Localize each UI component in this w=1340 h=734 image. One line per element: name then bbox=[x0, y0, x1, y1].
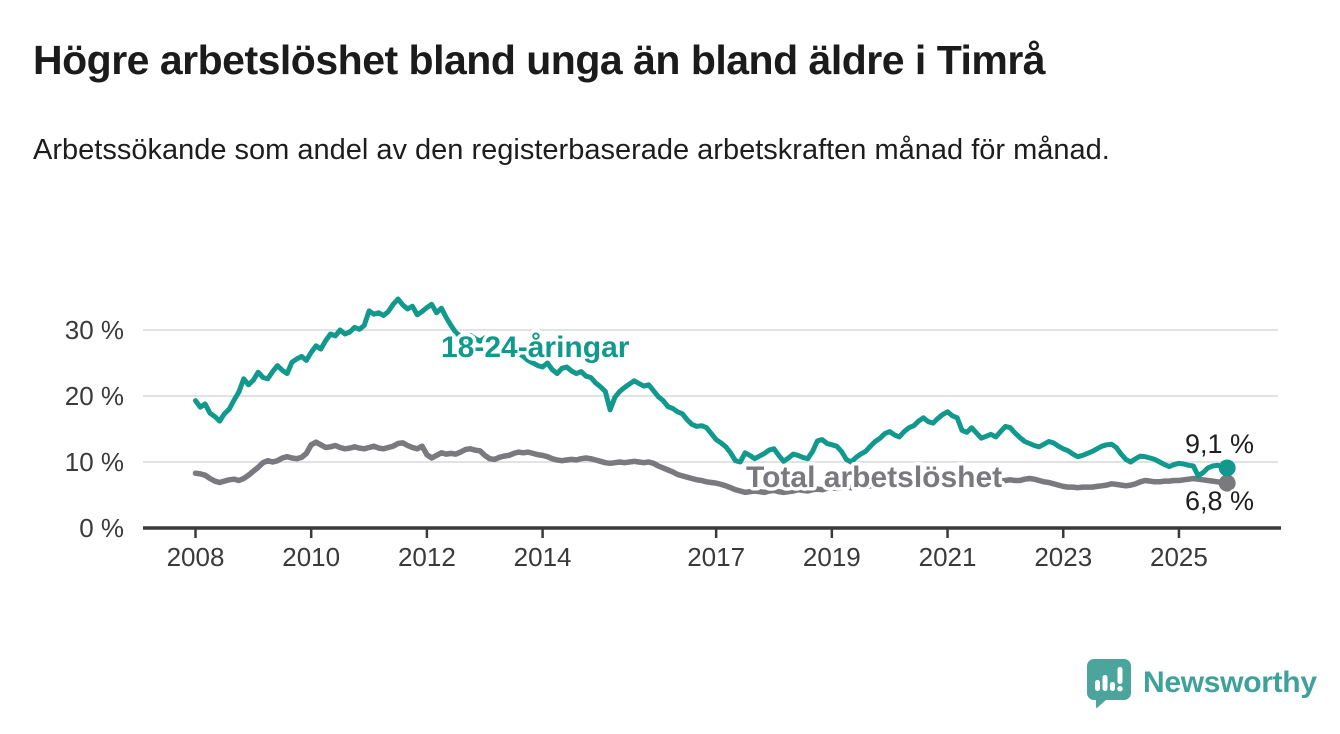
line-young-18-24 bbox=[193, 296, 1230, 479]
x-tick-label: 2025 bbox=[1150, 542, 1208, 572]
y-axis-labels: 0 % 10 % 20 % 30 % bbox=[65, 315, 124, 543]
unemployment-line-chart: 0 % 10 % 20 % 30 % 2008 2010 2012 2014 2017 2019… bbox=[65, 296, 1281, 572]
x-tick-label: 2012 bbox=[398, 542, 456, 572]
x-tick-label: 2019 bbox=[803, 542, 861, 572]
chart-labels: 18-24-åringar Total arbetslöshet 9,1 % 6… bbox=[438, 328, 1257, 519]
grid-lines bbox=[143, 329, 1278, 463]
newsworthy-wordmark: Newsworthy bbox=[1143, 666, 1317, 699]
x-tick-label: 2008 bbox=[167, 542, 225, 572]
y-tick-label: 30 % bbox=[65, 315, 124, 345]
series-label-young: 18-24-åringar bbox=[441, 331, 630, 364]
newsworthy-logo: Newsworthy bbox=[1086, 658, 1317, 708]
newsworthy-chart-bubble-icon bbox=[1087, 659, 1131, 708]
y-tick-label: 20 % bbox=[65, 381, 124, 411]
x-tick-label: 2014 bbox=[514, 542, 572, 572]
page-title: Högre arbetslöshet bland unga än bland ä… bbox=[33, 37, 1046, 83]
end-value-label-total: 6,8 % bbox=[1185, 486, 1254, 516]
end-dot-young bbox=[1218, 459, 1236, 477]
x-tick-label: 2021 bbox=[919, 542, 977, 572]
line-total bbox=[192, 439, 1230, 496]
end-dot-total bbox=[1218, 474, 1236, 492]
x-axis: 2008 2010 2012 2014 2017 2019 2021 2023 2025 bbox=[143, 526, 1281, 572]
y-tick-label: 10 % bbox=[65, 447, 124, 477]
chart-subtitle: Arbetssökande som andel av den registerb… bbox=[33, 134, 1110, 166]
x-tick-label: 2010 bbox=[282, 542, 340, 572]
end-value-label-young: 9,1 % bbox=[1185, 429, 1254, 459]
y-tick-label: 0 % bbox=[79, 513, 124, 543]
x-tick-label: 2023 bbox=[1034, 542, 1092, 572]
series-lines bbox=[192, 296, 1236, 496]
series-label-total: Total arbetslöshet bbox=[746, 461, 1002, 494]
x-tick-label: 2017 bbox=[687, 542, 745, 572]
